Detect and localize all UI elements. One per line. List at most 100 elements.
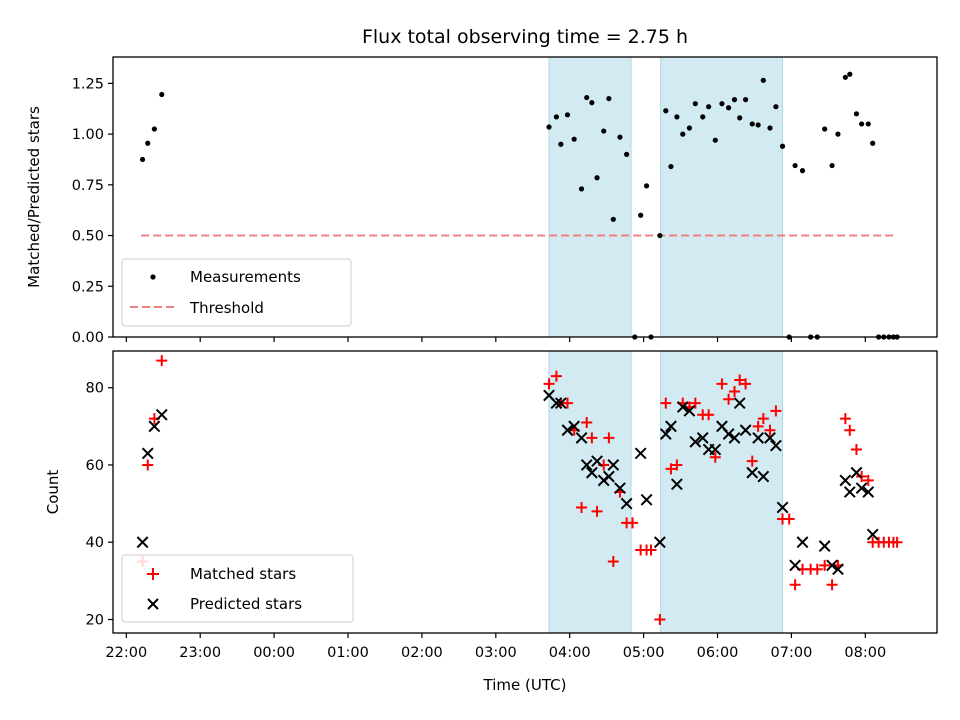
matched-star-point-31 (703, 409, 715, 421)
measurement-point-40 (760, 77, 766, 83)
predicted-star-point-17 (614, 482, 626, 495)
predicted-star-point-27 (689, 435, 702, 448)
measurement-point-15 (606, 95, 612, 102)
predicted-star-point-39 (764, 432, 776, 444)
top-legend-box (121, 258, 352, 327)
matched-star-point-29 (689, 397, 701, 409)
top-y-tick-label-3: 0.50 (72, 229, 104, 245)
predicted-star-point-23 (665, 420, 677, 433)
matched-star-point-10 (576, 501, 588, 513)
top-panel: Flux total observing time = 2.75 h 0.00 0… (25, 26, 938, 346)
predicted-star-point-52 (866, 528, 879, 541)
predicted-star-point-30 (709, 443, 722, 456)
measurement-point-12 (589, 100, 595, 106)
bottom-shaded-intervals (548, 350, 784, 634)
legend-measurements-marker (150, 274, 156, 280)
measurement-point-36 (737, 115, 743, 121)
measurement-point-39 (755, 122, 761, 128)
predicted-star-point-50 (855, 482, 868, 495)
measurement-point-57 (870, 140, 876, 146)
matched-star-point-54 (850, 444, 862, 456)
measurement-point-31 (706, 104, 712, 110)
legend-matched-marker (147, 568, 159, 580)
x-axis-label: Time (UTC) (483, 676, 567, 694)
bottom-y-tick-label-4: 80 (86, 381, 104, 397)
measurement-point-32 (712, 137, 718, 143)
chart-title: Flux total observing time = 2.75 h (362, 26, 688, 48)
measurement-point-38 (749, 121, 755, 127)
legend-threshold-label: Threshold (189, 299, 264, 317)
matched-star-point-35 (729, 386, 741, 398)
measurement-point-45 (792, 162, 798, 169)
legend-predicted-marker (147, 598, 159, 610)
predicted-star-point-11 (580, 459, 593, 471)
predicted-star-point-12 (585, 466, 598, 479)
bottom-y-ticks: 20 40 60 80 (86, 381, 113, 628)
x-tick-label-10: 07:00 (771, 645, 813, 661)
predicted-star-point-4 (155, 408, 168, 421)
top-shaded-interval-2 (660, 56, 784, 338)
matched-star-point-44 (783, 513, 795, 525)
matched-star-point-38 (746, 455, 758, 467)
bottom-y-axis-label: Count (44, 470, 62, 515)
matched-star-point-26 (671, 459, 683, 471)
matched-star-point-41 (764, 424, 776, 436)
measurement-point-41 (767, 125, 773, 131)
measurement-point-13 (594, 175, 600, 181)
predicted-star-point-32 (722, 428, 735, 440)
predicted-star-point-19 (634, 447, 647, 460)
matched-star-point-15 (603, 432, 615, 444)
top-y-ticks: 0.00 0.25 0.50 0.75 1.00 1.25 (72, 76, 113, 346)
measurement-point-49 (822, 126, 828, 132)
x-tick-label-1: 22:00 (105, 645, 147, 661)
measurement-point-17 (617, 134, 623, 140)
matched-star-point-19 (627, 517, 639, 529)
matched-star-point-5 (543, 378, 555, 390)
x-tick-label-5: 02:00 (401, 645, 443, 661)
predicted-star-point-43 (796, 536, 809, 549)
bottom-y-tick-label-1: 20 (86, 612, 104, 628)
measurement-point-5 (546, 124, 552, 130)
x-tick-label-6: 03:00 (475, 645, 517, 661)
top-shaded-interval-1 (548, 56, 632, 338)
predicted-star-point-24 (670, 478, 683, 491)
predicted-star-point-3 (148, 420, 161, 433)
predicted-star-point-1 (136, 536, 149, 549)
matched-star-point-11 (581, 416, 593, 428)
measurement-point-37 (742, 97, 749, 103)
top-y-tick-label-1: 0.00 (72, 330, 104, 346)
measurement-point-35 (731, 97, 738, 103)
measurement-point-28 (686, 125, 693, 131)
predicted-star-point-2 (141, 447, 154, 460)
predicted-star-point-47 (839, 474, 852, 487)
measurement-point-27 (680, 131, 686, 137)
predicted-star-point-40 (769, 439, 782, 452)
matched-star-point-24 (660, 397, 672, 409)
predicted-star-point-25 (676, 401, 689, 413)
measurement-point-46 (799, 168, 806, 174)
matched-star-point-16 (607, 556, 619, 568)
top-axes-frame (112, 56, 938, 338)
matched-star-point-40 (757, 413, 769, 425)
measurement-point-25 (668, 163, 674, 170)
matched-star-point-13 (591, 505, 603, 517)
predicted-star-point-13 (591, 455, 603, 468)
predicted-star-point-9 (568, 420, 581, 433)
predicted-star-point-28 (696, 432, 709, 444)
measurement-point-54 (853, 111, 860, 117)
measurement-point-51 (835, 131, 841, 137)
matched-star-point-53 (844, 424, 856, 436)
top-legend: Measurements Threshold (121, 258, 352, 327)
measurement-point-24 (663, 108, 669, 114)
measurement-point-55 (859, 121, 865, 127)
predicted-star-point-21 (653, 536, 666, 549)
measurement-point-43 (779, 143, 786, 149)
predicted-star-point-33 (728, 432, 741, 444)
top-y-tick-label-2: 0.25 (72, 279, 104, 295)
predicted-star-point-35 (739, 424, 752, 437)
measurement-point-11 (584, 94, 590, 101)
predicted-star-point-49 (850, 466, 863, 479)
predicted-star-point-44 (818, 540, 831, 552)
matched-star-point-4 (156, 355, 168, 367)
